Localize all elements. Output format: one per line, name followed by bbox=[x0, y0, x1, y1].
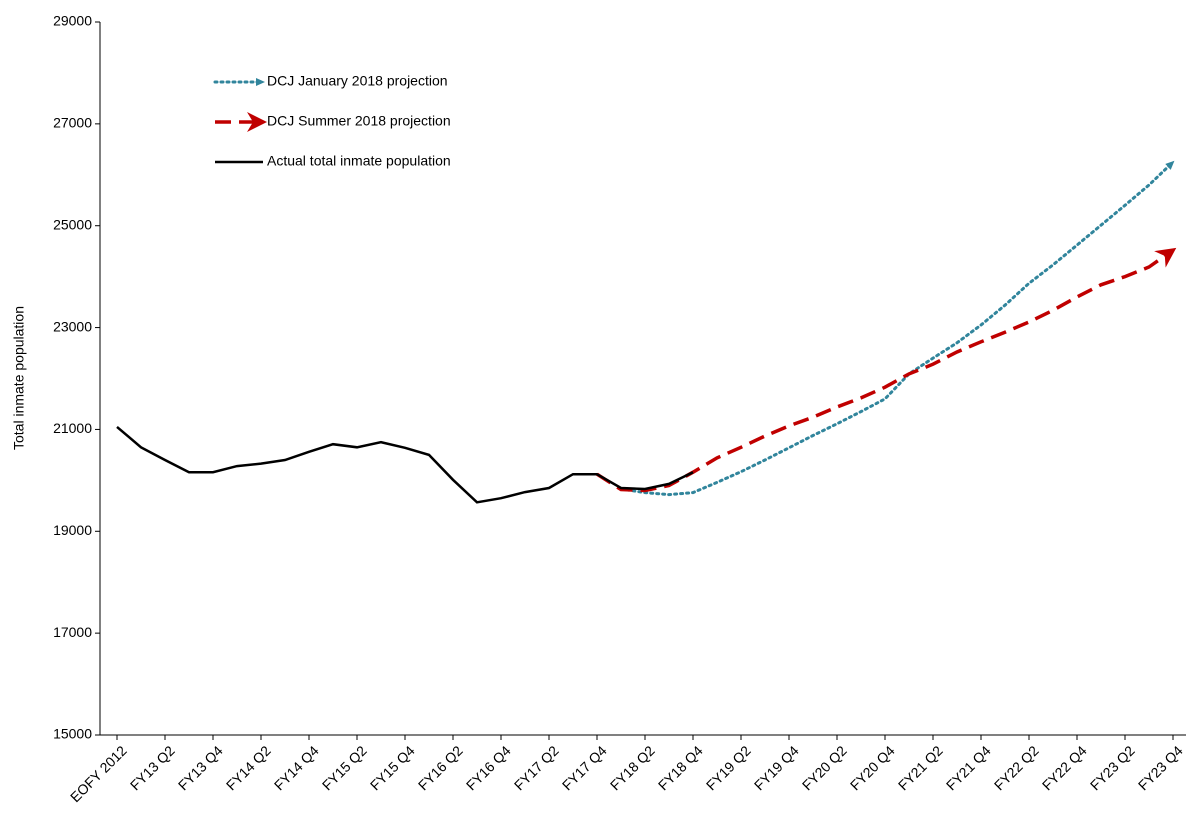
x-tick-label: FY22 Q2 bbox=[991, 742, 1042, 793]
x-tick-label: FY13 Q2 bbox=[127, 742, 178, 793]
y-tick-label: 21000 bbox=[53, 420, 92, 436]
x-tick-label: FY18 Q4 bbox=[655, 742, 706, 793]
y-axis-label: Total inmate population bbox=[11, 306, 27, 450]
x-tick-label: FY15 Q4 bbox=[367, 742, 418, 793]
x-tick-label: FY14 Q2 bbox=[223, 742, 274, 793]
x-tick-label: FY14 Q4 bbox=[271, 742, 322, 793]
x-tick-label: FY18 Q2 bbox=[607, 742, 658, 793]
x-tick-label: FY21 Q2 bbox=[895, 742, 946, 793]
x-tick-label: FY20 Q4 bbox=[847, 742, 898, 793]
series-line bbox=[619, 160, 1175, 497]
y-tick-label: 15000 bbox=[53, 726, 92, 742]
x-tick-label: FY15 Q2 bbox=[319, 742, 370, 793]
x-tick-label: FY23 Q2 bbox=[1087, 742, 1138, 793]
x-tick-label: FY20 Q2 bbox=[799, 742, 850, 793]
y-tick-label: 29000 bbox=[53, 13, 92, 29]
x-tick-label: FY17 Q4 bbox=[559, 742, 610, 793]
y-tick-label: 17000 bbox=[53, 624, 92, 640]
x-tick-label: FY19 Q2 bbox=[703, 742, 754, 793]
series-line bbox=[596, 247, 1177, 493]
y-tick-label: 19000 bbox=[53, 522, 92, 538]
x-tick-label: FY16 Q2 bbox=[415, 742, 466, 793]
x-tick-label: FY13 Q4 bbox=[175, 742, 226, 793]
x-tick-label: FY19 Q4 bbox=[751, 742, 802, 793]
y-tick-label: 23000 bbox=[53, 318, 92, 334]
x-tick-label: FY21 Q4 bbox=[943, 742, 994, 793]
legend-label: Actual total inmate population bbox=[267, 153, 451, 169]
series-line bbox=[116, 425, 694, 504]
x-tick-label: EOFY 2012 bbox=[67, 742, 130, 805]
y-tick-label: 25000 bbox=[53, 216, 92, 232]
legend-label: DCJ Summer 2018 projection bbox=[267, 113, 451, 129]
legend-label: DCJ January 2018 projection bbox=[267, 73, 448, 89]
x-tick-label: FY23 Q4 bbox=[1135, 742, 1186, 793]
x-tick-label: FY17 Q2 bbox=[511, 742, 562, 793]
y-tick-label: 27000 bbox=[53, 115, 92, 131]
x-tick-label: FY22 Q4 bbox=[1039, 742, 1090, 793]
x-tick-label: FY16 Q4 bbox=[463, 742, 514, 793]
